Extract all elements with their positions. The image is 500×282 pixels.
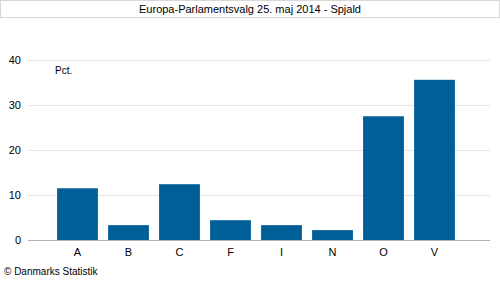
bar (210, 220, 251, 240)
grid-line (28, 60, 490, 61)
bar (57, 188, 98, 240)
x-tick-label: I (280, 246, 283, 258)
source: © Danmarks Statistik (4, 266, 99, 277)
bar (312, 230, 353, 240)
chart-svg: Europa-Parlamentsvalg 25. maj 2014 - Spj… (0, 0, 500, 282)
title: Europa-Parlamentsvalg 25. maj 2014 - Spj… (139, 3, 361, 15)
x-tick-label: C (176, 246, 184, 258)
y-axis-label: Pct. (55, 65, 72, 76)
bar (159, 184, 200, 240)
bar (363, 116, 404, 240)
y-tick-label: 30 (9, 99, 21, 111)
bar (414, 80, 455, 240)
y-tick-label: 10 (9, 189, 21, 201)
y-tick-label: 20 (9, 144, 21, 156)
x-tick-label: A (74, 246, 82, 258)
bar (108, 225, 149, 240)
x-tick-label: B (125, 246, 132, 258)
chart-container: Europa-Parlamentsvalg 25. maj 2014 - Spj… (0, 0, 500, 282)
x-tick-label: V (431, 246, 439, 258)
bar (261, 225, 302, 240)
y-tick-label: 0 (15, 234, 21, 246)
x-axis-line (28, 240, 490, 241)
x-tick-label: N (329, 246, 337, 258)
bars (57, 80, 455, 240)
grid-line (28, 240, 490, 241)
title-frame (1, 1, 500, 18)
x-tick-label: F (227, 246, 234, 258)
y-tick-label: 40 (9, 54, 21, 66)
x-tick-label: O (379, 246, 388, 258)
